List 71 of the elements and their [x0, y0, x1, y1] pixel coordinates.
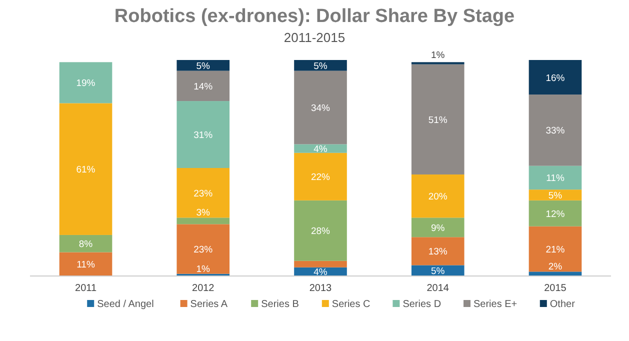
- data-label: 22%: [310, 172, 331, 184]
- x-tick-label: 2011: [74, 283, 97, 294]
- data-label: 11%: [546, 173, 565, 184]
- bar: [528, 94, 582, 166]
- data-label: 28%: [310, 226, 331, 238]
- data-label: 12%: [546, 208, 566, 220]
- data-label: 23%: [194, 244, 214, 256]
- data-label: 4%: [314, 144, 328, 156]
- data-label: 61%: [76, 164, 96, 176]
- data-label: 13%: [428, 246, 448, 258]
- data-label: 4%: [314, 267, 328, 278]
- bar: [528, 226, 582, 272]
- data-label: 14%: [194, 81, 214, 92]
- data-label: 5%: [548, 190, 563, 202]
- bar: [411, 174, 464, 218]
- x-tick-label: 2013: [309, 283, 332, 294]
- bar: [176, 70, 230, 102]
- data-label: 2%: [548, 262, 563, 273]
- bar: [528, 190, 582, 200]
- bar: [294, 200, 347, 261]
- data-label: 19%: [76, 78, 96, 90]
- data-label: 1%: [431, 50, 446, 62]
- x-tick-label: 2012: [192, 283, 215, 294]
- bar: [59, 252, 112, 276]
- chart-title: Robotics (ex-drones): Dollar Share By Stage: [114, 6, 515, 27]
- bar: [411, 64, 464, 174]
- bar: [59, 62, 112, 104]
- legend-label: Other: [550, 299, 576, 310]
- data-label: 3%: [196, 208, 211, 219]
- bar: [176, 224, 230, 274]
- data-label: 31%: [194, 130, 214, 142]
- bar: [176, 101, 230, 168]
- bar: [59, 103, 112, 235]
- bar: [528, 60, 582, 95]
- x-tick-label: 2014: [426, 283, 450, 294]
- data-label: 16%: [546, 72, 566, 84]
- data-label: 5%: [431, 266, 446, 278]
- data-label: 20%: [428, 192, 448, 203]
- bar: [294, 260, 347, 268]
- data-label: 23%: [194, 188, 214, 200]
- data-label: 21%: [546, 244, 566, 256]
- bar: [294, 60, 347, 71]
- bar: [176, 218, 230, 224]
- bar: [528, 166, 582, 190]
- legend-label: Series C: [332, 299, 370, 310]
- legend-label: Series A: [190, 299, 228, 310]
- data-label: 51%: [428, 114, 448, 126]
- legend-label: Seed / Angel: [97, 299, 154, 310]
- bar: [528, 200, 582, 226]
- data-label: 9%: [431, 222, 446, 234]
- data-label: 11%: [76, 260, 96, 271]
- bar: [294, 144, 347, 153]
- legend-label: Series E+: [474, 299, 518, 310]
- data-label: 5%: [314, 60, 328, 72]
- data-label: 34%: [310, 103, 331, 114]
- bar: [59, 234, 112, 252]
- legend-label: Series B: [261, 299, 300, 310]
- data-label: 5%: [196, 60, 211, 72]
- bar: [294, 152, 347, 200]
- bar: [411, 237, 464, 266]
- data-label: 1%: [196, 264, 211, 275]
- bar: [294, 70, 347, 144]
- legend-label: Series D: [402, 299, 442, 310]
- data-label: 8%: [78, 239, 94, 250]
- bar: [176, 60, 230, 71]
- bar: [176, 168, 230, 218]
- x-tick-label: 2015: [544, 283, 567, 294]
- bar: [411, 218, 464, 238]
- data-label: 33%: [546, 126, 566, 137]
- chart-subtitle: 2011-2015: [284, 30, 346, 45]
- bar: [528, 272, 582, 276]
